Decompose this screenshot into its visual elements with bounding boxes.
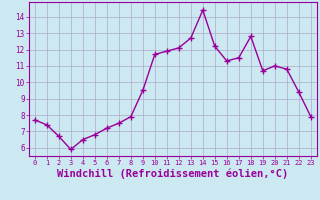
X-axis label: Windchill (Refroidissement éolien,°C): Windchill (Refroidissement éolien,°C)	[57, 169, 288, 179]
